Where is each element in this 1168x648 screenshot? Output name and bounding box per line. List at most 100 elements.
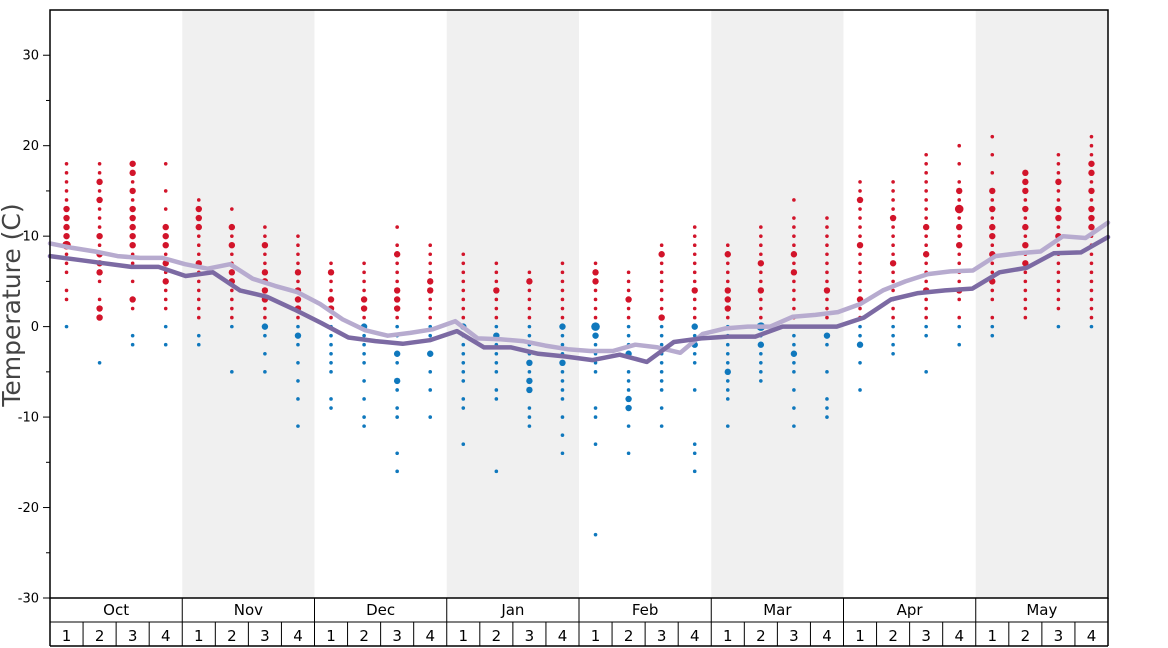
warm-dot	[957, 234, 962, 238]
warm-dot	[956, 223, 963, 231]
warm-dot	[924, 171, 928, 175]
month-label: Mar	[763, 601, 792, 619]
cold-dot	[792, 406, 796, 410]
warm-dot	[990, 216, 995, 220]
warm-dot	[891, 270, 895, 275]
warm-dot	[162, 232, 169, 240]
cold-dot	[395, 415, 399, 419]
cold-dot	[296, 342, 300, 347]
week-label: 2	[1021, 627, 1031, 645]
cold-dot	[825, 406, 829, 410]
warm-dot	[759, 279, 763, 284]
month-band	[182, 10, 315, 598]
warm-dot	[195, 223, 202, 231]
cold-dot	[1089, 324, 1094, 329]
warm-dot	[196, 198, 201, 202]
cold-dot	[526, 359, 533, 366]
month-label: Oct	[103, 601, 129, 619]
warm-dot	[724, 287, 731, 294]
warm-dot	[626, 270, 631, 275]
warm-dot	[924, 152, 928, 157]
warm-dot	[97, 216, 102, 220]
warm-dot	[130, 180, 135, 184]
warm-dot	[296, 234, 300, 238]
cold-dot	[990, 324, 995, 329]
cold-dot	[759, 351, 763, 356]
warm-dot	[360, 305, 368, 312]
warm-dot	[1088, 160, 1095, 167]
warm-dot	[956, 187, 963, 195]
cold-dot	[461, 342, 466, 347]
warm-dot	[990, 315, 995, 320]
y-tick-label: 20	[22, 139, 39, 154]
warm-dot	[856, 196, 864, 204]
warm-dot	[825, 315, 829, 320]
cold-dot	[626, 379, 631, 383]
warm-dot	[461, 306, 466, 311]
warm-dot	[1022, 223, 1029, 231]
warm-dot	[1088, 214, 1095, 222]
warm-dot	[990, 243, 995, 247]
cold-dot	[461, 361, 466, 365]
cold-dot	[560, 342, 565, 347]
warm-dot	[163, 306, 168, 311]
warm-dot	[825, 216, 829, 220]
warm-dot	[725, 261, 730, 266]
warm-dot	[891, 279, 895, 284]
warm-dot	[1023, 288, 1028, 293]
cold-dot	[626, 370, 631, 374]
warm-dot	[1089, 315, 1094, 320]
cold-dot	[593, 406, 598, 410]
warm-dot	[494, 297, 499, 302]
warm-dot	[1089, 270, 1094, 275]
cold-dot	[725, 351, 730, 356]
data-dots	[62, 134, 1095, 537]
cold-dot	[527, 324, 532, 329]
cold-dot	[261, 323, 269, 330]
warm-dot	[989, 205, 996, 213]
cold-dot	[858, 333, 862, 338]
cold-dot	[990, 333, 995, 338]
warm-dot	[792, 306, 796, 311]
cold-dot	[825, 415, 829, 419]
cold-dot	[461, 370, 466, 374]
cold-dot	[823, 332, 831, 339]
warm-dot	[592, 269, 599, 276]
warm-dot	[96, 196, 103, 204]
week-label: 3	[789, 627, 799, 645]
warm-dot	[1022, 178, 1029, 186]
warm-dot	[395, 243, 399, 247]
warm-dot	[922, 223, 930, 231]
warm-dot	[792, 297, 796, 302]
warm-dot	[393, 287, 401, 294]
cold-dot	[1056, 324, 1061, 329]
cold-dot	[461, 397, 466, 401]
warm-dot	[924, 198, 928, 202]
warm-dot	[296, 279, 300, 284]
warm-dot	[759, 306, 763, 311]
warm-dot	[97, 297, 102, 302]
warm-dot	[759, 297, 763, 302]
week-label: 1	[988, 627, 998, 645]
cold-dot	[560, 333, 565, 338]
warm-dot	[63, 223, 70, 231]
cold-dot	[725, 388, 730, 392]
warm-dot	[692, 315, 697, 320]
warm-dot	[1055, 214, 1062, 222]
warm-dot	[162, 260, 169, 267]
warm-dot	[858, 180, 862, 184]
warm-dot	[263, 261, 267, 266]
warm-dot	[858, 306, 862, 311]
warm-dot	[957, 279, 962, 284]
cold-dot	[395, 324, 399, 329]
cold-dot	[593, 442, 598, 447]
warm-dot	[196, 297, 201, 302]
warm-dot	[130, 261, 135, 266]
warm-dot	[64, 161, 69, 166]
warm-dot	[924, 234, 928, 238]
warm-dot	[461, 261, 466, 266]
trend-lines	[47, 220, 1111, 365]
warm-dot	[395, 225, 399, 229]
warm-dot	[759, 252, 763, 257]
warm-dot	[362, 261, 366, 266]
